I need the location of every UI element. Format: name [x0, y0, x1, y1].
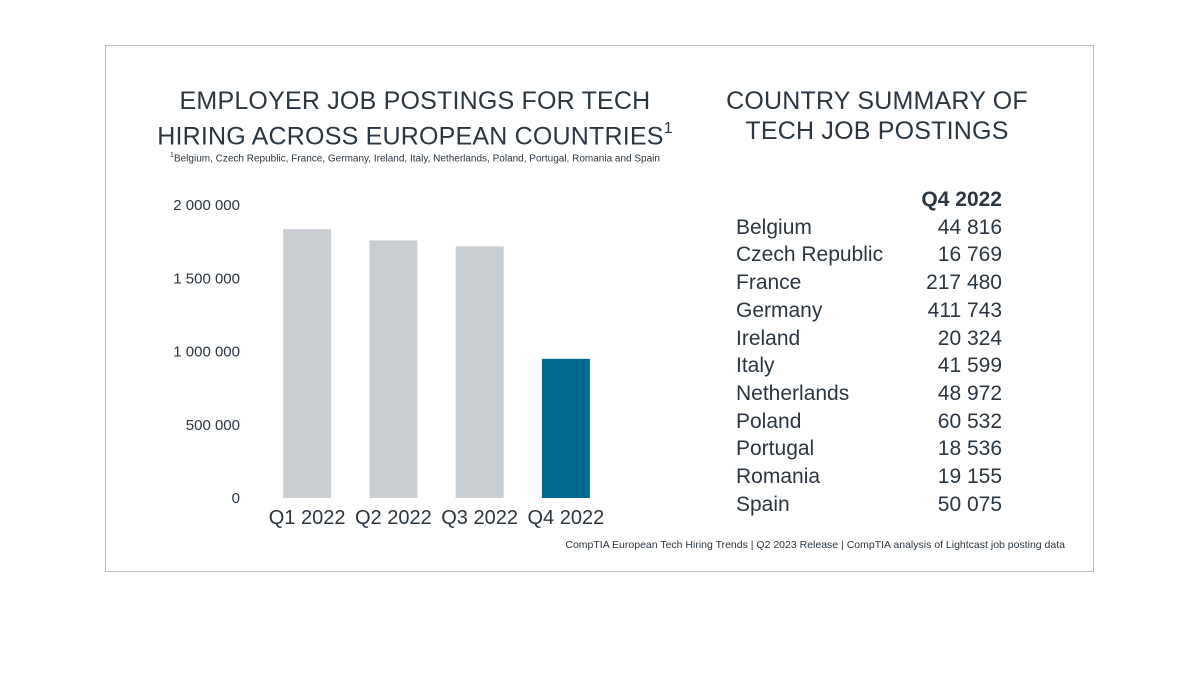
table-row: Ireland 20 324 [736, 325, 1002, 353]
bars [283, 229, 590, 499]
table-row: Czech Republic 16 769 [736, 241, 1002, 269]
country-value: 48 972 [937, 381, 1002, 405]
y-tick-label: 1 000 000 [173, 344, 240, 361]
country-value: 50 075 [937, 492, 1002, 516]
chart-footnote: 1Belgium, Czech Republic, France, German… [150, 152, 680, 164]
source-note: CompTIA European Tech Hiring Trends | Q2… [565, 539, 1065, 551]
country-name: Poland [736, 409, 802, 433]
bar-q3-2022 [455, 246, 504, 498]
country-value: 18 536 [937, 437, 1002, 461]
summary-title-line1: COUNTRY SUMMARY OF [726, 87, 1028, 115]
table-row: Poland 60 532 [736, 408, 1002, 436]
table-row: Netherlands 48 972 [736, 380, 1002, 408]
footnote-text: Belgium, Czech Republic, France, Germany… [173, 153, 660, 165]
footnote-marker: 1 [663, 120, 673, 137]
table-row: Spain 50 075 [736, 491, 1002, 519]
table-row: Germany 411 743 [736, 297, 1002, 325]
table-row: Italy 41 599 [736, 352, 1002, 380]
y-tick-label: 1 500 000 [173, 270, 240, 287]
summary-title-line2: TECH JOB POSTINGS [745, 117, 1009, 145]
table-header-row: Q4 2022 [736, 186, 1002, 214]
y-tick-label: 500 000 [186, 417, 240, 434]
table-header-empty [736, 186, 908, 214]
y-tick-label: 0 [232, 490, 240, 507]
country-name: Czech Republic [736, 243, 884, 267]
country-value: 16 769 [937, 243, 1002, 267]
chart-title-line2: HIRING ACROSS EUROPEAN COUNTRIES [157, 122, 664, 151]
footnote-marker-small: 1 [170, 152, 174, 159]
country-value: 20 324 [937, 326, 1002, 350]
country-value: 60 532 [937, 409, 1002, 433]
bar-q2-2022 [369, 240, 418, 498]
bar-chart: 0 500 000 1 000 000 1 500 000 2 000 000 Q1 2… [173, 197, 604, 529]
table-row: Portugal 18 536 [736, 435, 1002, 463]
country-summary-table: Q4 2022 Belgium 44 816 Czech Republic 16 76… [736, 186, 1002, 518]
country-name: Germany [736, 298, 823, 322]
country-name: Romania [736, 465, 821, 489]
country-name: Netherlands [736, 381, 850, 405]
content-frame [105, 45, 1094, 572]
country-value: 44 816 [937, 215, 1002, 239]
x-tick-label: Q3 2022 [441, 507, 518, 529]
country-name: Portugal [736, 437, 815, 461]
table-row: Belgium 44 816 [736, 214, 1002, 242]
x-axis: Q1 2022 Q2 2022 Q3 2022 Q4 2022 [269, 507, 604, 529]
bar-q4-2022 [541, 358, 590, 498]
country-name: France [736, 271, 802, 295]
country-name: Italy [736, 354, 775, 378]
x-tick-label: Q2 2022 [355, 507, 432, 529]
table-row: France 217 480 [736, 269, 1002, 297]
country-name: Ireland [736, 326, 801, 350]
y-axis: 0 500 000 1 000 000 1 500 000 2 000 000 [173, 197, 240, 507]
x-tick-label: Q4 2022 [528, 507, 605, 529]
country-value: 411 743 [927, 298, 1002, 322]
chart-title-line1: EMPLOYER JOB POSTINGS FOR TECH [179, 87, 651, 115]
x-tick-label: Q1 2022 [269, 507, 346, 529]
country-value: 217 480 [926, 271, 1002, 295]
table-row: Romania 19 155 [736, 463, 1002, 491]
y-tick-label: 2 000 000 [173, 197, 240, 214]
table-body: Belgium 44 816 Czech Republic 16 769 France 2… [736, 214, 1002, 519]
country-value: 19 155 [937, 465, 1002, 489]
country-value: 41 599 [937, 354, 1002, 378]
summary-title: COUNTRY SUMMARY OF TECH JOB POSTINGS [717, 86, 1037, 146]
chart-title: EMPLOYER JOB POSTINGS FOR TECH HIRING AC… [150, 86, 680, 151]
bar-q1-2022 [283, 229, 332, 499]
country-name: Belgium [736, 215, 812, 239]
country-name: Spain [736, 492, 790, 516]
column-header-q4-2022: Q4 2022 [921, 188, 1002, 211]
